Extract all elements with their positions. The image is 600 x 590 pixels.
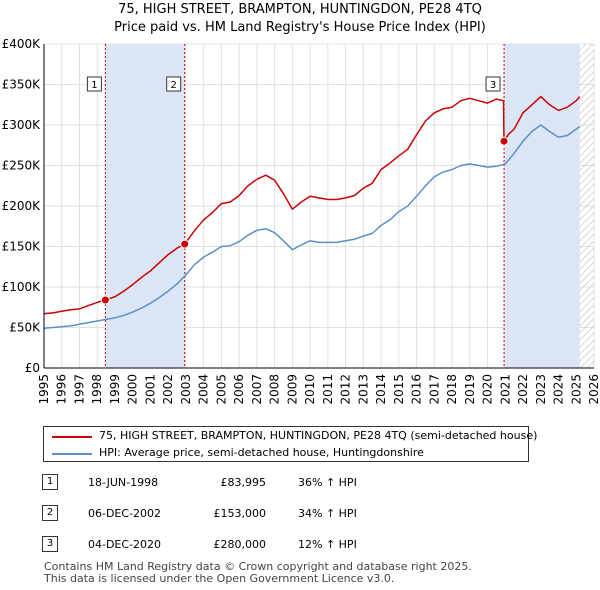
x-tick-label: 2005 [214, 374, 228, 405]
shaded-range [504, 44, 580, 368]
legend-label-property: 75, HIGH STREET, BRAMPTON, HUNTINGDON, P… [99, 429, 538, 442]
x-tick-label: 2000 [126, 374, 140, 405]
transaction-row: 1 18-JUN-1998 £83,995 36% ↑ HPI [0, 474, 600, 494]
y-tick-label: £350K [2, 78, 42, 92]
x-tick-label: 1998 [90, 374, 104, 405]
x-tick-label: 2016 [410, 374, 424, 405]
x-tick-label: 2015 [392, 374, 406, 405]
marker-number-label: 2 [171, 80, 177, 91]
transaction-hpi-change: 12% ↑ HPI [298, 538, 357, 551]
x-tick-label: 2010 [303, 374, 317, 405]
y-tick-label: £150K [2, 240, 42, 254]
x-tick-label: 2012 [339, 374, 353, 405]
transaction-number-badge: 2 [42, 505, 58, 521]
x-tick-label: 2013 [356, 374, 370, 405]
legend-item-property: 75, HIGH STREET, BRAMPTON, HUNTINGDON, P… [44, 428, 537, 445]
x-tick-label: 2018 [445, 374, 459, 405]
transaction-row: 3 04-DEC-2020 £280,000 12% ↑ HPI [0, 536, 600, 556]
x-tick-label: 2024 [552, 374, 566, 405]
shaded-range [105, 44, 185, 368]
price-chart: 1 2 3 £0 £50K £100K £150K £200K £250K £300K £350K… [2, 37, 600, 405]
sale-point-marker [180, 239, 190, 249]
sale-point-marker [499, 136, 509, 146]
footer-licence: This data is licensed under the Open Gov… [44, 572, 395, 585]
marker-number-box [166, 76, 182, 92]
x-tick-label: 2006 [232, 374, 246, 405]
y-tick-label: £100K [2, 280, 42, 294]
x-tick-label: 2009 [285, 374, 299, 405]
x-tick-label: 2019 [463, 374, 477, 405]
property-price-line [43, 95, 581, 315]
transaction-price: £153,000 [213, 507, 267, 520]
hpi-line [43, 124, 581, 330]
marker-number-label: 1 [91, 80, 97, 91]
marker-number-label: 3 [490, 80, 496, 91]
transaction-date: 18-JUN-1998 [88, 476, 159, 489]
y-tick-label: £50K [9, 321, 41, 335]
chart-title-line1: 75, HIGH STREET, BRAMPTON, HUNTINGDON, P… [118, 2, 482, 17]
transaction-price: £83,995 [220, 476, 267, 489]
chart-title-line2: Price paid vs. HM Land Registry's House … [114, 20, 486, 35]
x-tick-label: 2020 [481, 374, 495, 405]
footer-copyright: Contains HM Land Registry data © Crown c… [44, 560, 472, 573]
transaction-row: 2 06-DEC-2002 £153,000 34% ↑ HPI [0, 505, 600, 525]
x-tick-label: 2014 [374, 374, 388, 405]
x-tick-label: 1995 [37, 374, 51, 405]
transaction-date: 06-DEC-2002 [88, 507, 162, 520]
y-tick-label: £300K [2, 118, 42, 132]
x-tick-label: 2008 [268, 374, 282, 405]
y-tick-label: £0 [25, 361, 40, 375]
transaction-number-badge: 3 [42, 536, 58, 552]
x-tick-label: 2021 [498, 374, 512, 405]
legend-label-hpi: HPI: Average price, semi-detached house,… [99, 446, 424, 459]
transaction-number-badge: 1 [42, 474, 58, 490]
x-tick-label: 2026 [587, 374, 600, 405]
transaction-hpi-change: 36% ↑ HPI [298, 476, 357, 489]
legend-item-hpi: HPI: Average price, semi-detached house,… [44, 445, 528, 462]
x-tick-label: 2022 [516, 374, 530, 405]
marker-number-box [485, 76, 501, 92]
marker-number-box [86, 76, 102, 92]
sale-point-marker [100, 295, 110, 305]
y-tick-label: £200K [2, 199, 42, 213]
x-tick-label: 2011 [321, 374, 335, 405]
transaction-date: 04-DEC-2020 [88, 538, 162, 551]
legend-swatch-hpi [52, 453, 92, 455]
chart-legend: 75, HIGH STREET, BRAMPTON, HUNTINGDON, P… [43, 426, 537, 462]
y-tick-label: £400K [2, 37, 42, 51]
transaction-hpi-change: 34% ↑ HPI [298, 507, 357, 520]
x-tick-label: 2025 [569, 374, 583, 405]
x-tick-label: 2002 [161, 374, 175, 405]
x-tick-label: 2004 [197, 374, 211, 405]
x-tick-label: 1996 [55, 374, 69, 405]
transaction-price: £280,000 [213, 538, 267, 551]
x-tick-label: 2001 [143, 374, 157, 405]
x-tick-label: 2007 [250, 374, 264, 405]
x-tick-label: 2003 [179, 374, 193, 405]
y-tick-label: £250K [2, 159, 42, 173]
hatched-forecast-region [579, 44, 594, 368]
x-tick-label: 1997 [72, 374, 86, 405]
x-tick-label: 2017 [427, 374, 441, 405]
x-tick-label: 1999 [108, 374, 122, 405]
legend-swatch-property [52, 436, 92, 438]
x-tick-label: 2023 [534, 374, 548, 405]
